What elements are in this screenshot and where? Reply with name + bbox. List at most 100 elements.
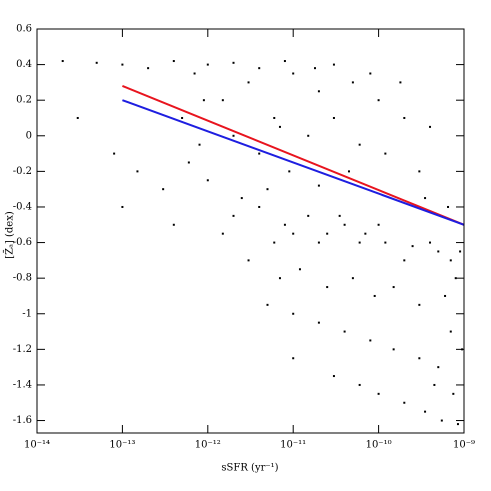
x-tick-label: 10⁻¹⁴ — [24, 440, 50, 451]
point — [351, 81, 354, 84]
point — [278, 125, 281, 128]
y-tick-label: 0.6 — [16, 24, 32, 35]
point — [292, 312, 295, 315]
point — [437, 366, 440, 369]
y-tick-label: -1.2 — [13, 344, 32, 355]
point — [61, 60, 64, 63]
point — [121, 205, 124, 208]
point — [247, 81, 250, 84]
point — [198, 143, 201, 146]
point — [358, 143, 361, 146]
point — [258, 67, 261, 70]
point — [399, 81, 402, 84]
point — [449, 259, 452, 262]
y-tick-label: -0.4 — [13, 201, 32, 212]
point — [332, 63, 335, 66]
point — [95, 61, 98, 64]
y-tick-label: -1.6 — [13, 415, 32, 426]
point — [292, 232, 295, 235]
point — [317, 184, 320, 187]
point — [384, 241, 387, 244]
y-tick-label: -0.6 — [13, 237, 32, 248]
point — [292, 357, 295, 360]
fit-line — [122, 99, 465, 226]
fit-line — [122, 85, 465, 226]
point — [76, 116, 79, 119]
y-tick-label: -1.4 — [13, 379, 32, 390]
point — [172, 223, 175, 226]
x-tick-label: 10⁻⁹ — [453, 440, 475, 451]
point — [369, 72, 372, 75]
point — [288, 170, 291, 173]
point — [307, 214, 310, 217]
point — [317, 321, 320, 324]
point — [456, 423, 459, 426]
point — [447, 205, 450, 208]
point — [232, 134, 235, 137]
point — [193, 72, 196, 75]
point — [351, 277, 354, 280]
point — [332, 375, 335, 378]
point — [266, 303, 269, 306]
point — [240, 197, 243, 200]
point — [358, 383, 361, 386]
point — [392, 286, 395, 289]
x-tick-label: 10⁻¹⁰ — [366, 440, 392, 451]
point — [136, 170, 139, 173]
y-axis-label: [Z̄ₐ] (dex) — [4, 211, 16, 259]
point — [384, 152, 387, 155]
point — [206, 63, 209, 66]
point — [172, 60, 175, 63]
point — [181, 116, 184, 119]
point — [206, 179, 209, 182]
point — [377, 392, 380, 395]
x-tick-label: 10⁻¹³ — [109, 440, 135, 451]
point — [317, 90, 320, 93]
point — [377, 99, 380, 102]
point — [162, 188, 165, 191]
plot-frame — [36, 28, 465, 434]
point — [298, 268, 301, 271]
point — [113, 152, 116, 155]
point — [369, 339, 372, 342]
point — [121, 63, 124, 66]
point — [377, 223, 380, 226]
x-axis-label: sSFR (yr⁻¹) — [221, 463, 278, 474]
y-tick-label: -0.8 — [13, 273, 32, 284]
point — [440, 419, 443, 422]
point — [232, 61, 235, 64]
point — [373, 294, 376, 297]
point — [437, 250, 440, 253]
y-tick-label: 0 — [26, 130, 32, 141]
point — [232, 214, 235, 217]
point — [429, 125, 432, 128]
point — [358, 241, 361, 244]
point — [429, 241, 432, 244]
point — [326, 286, 329, 289]
point — [424, 197, 427, 200]
point — [258, 205, 261, 208]
point — [273, 116, 276, 119]
point — [221, 99, 224, 102]
point — [187, 161, 190, 164]
point — [411, 245, 414, 248]
point — [247, 259, 250, 262]
point — [221, 232, 224, 235]
point — [343, 330, 346, 333]
y-tick-label: -0.2 — [13, 166, 32, 177]
point — [452, 392, 455, 395]
point — [332, 116, 335, 119]
point — [364, 232, 367, 235]
point — [266, 188, 269, 191]
y-tick-label: -1 — [22, 308, 32, 319]
point — [444, 294, 447, 297]
point — [317, 241, 320, 244]
point — [449, 330, 452, 333]
point — [147, 67, 150, 70]
point — [459, 250, 462, 253]
point — [283, 223, 286, 226]
point — [292, 72, 295, 75]
point — [403, 116, 406, 119]
y-tick-label: 0.2 — [16, 95, 32, 106]
